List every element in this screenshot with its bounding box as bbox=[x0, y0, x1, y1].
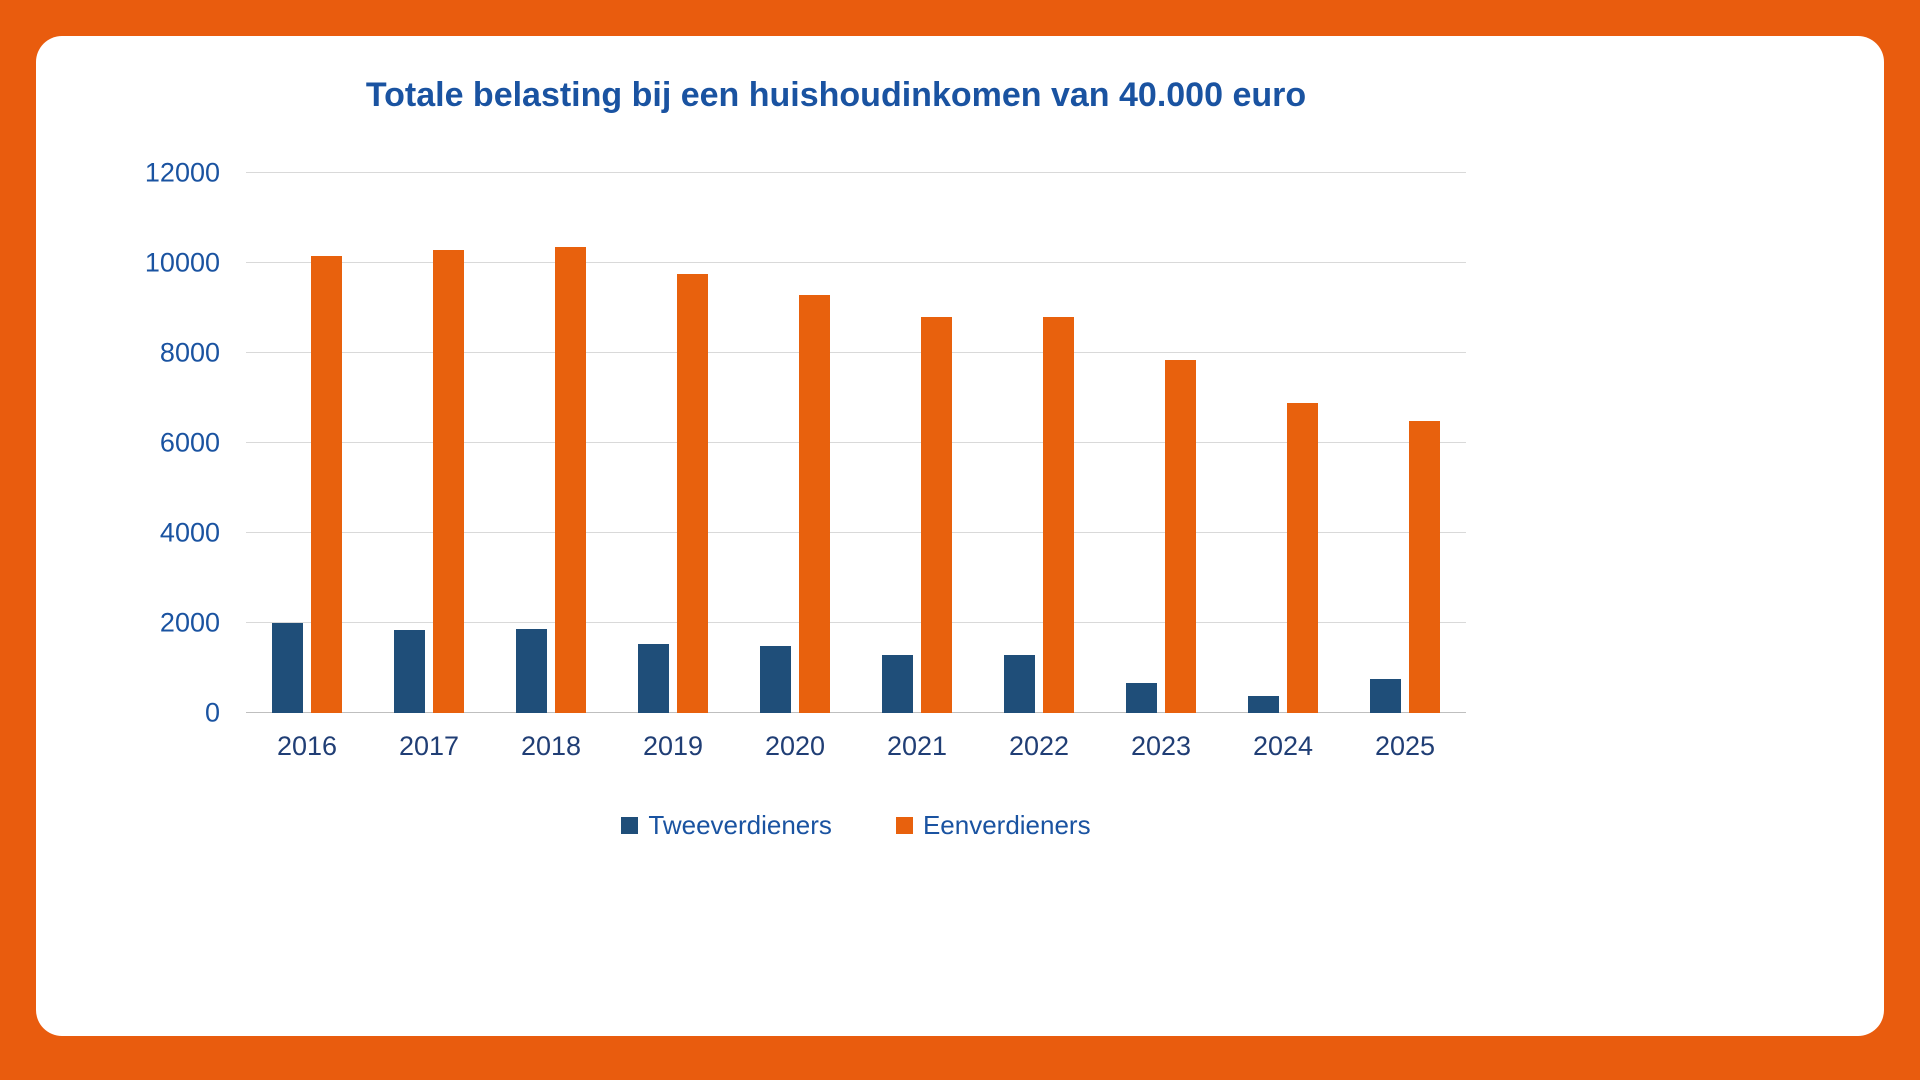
y-tick-label: 10000 bbox=[144, 247, 220, 278]
x-tick-label: 2016 bbox=[276, 731, 338, 761]
bar-tweeverdieners-2022 bbox=[1004, 654, 1035, 713]
legend-swatch bbox=[895, 817, 913, 834]
bar-eenverdieners-2017 bbox=[433, 249, 464, 713]
legend-item-tweeverdieners: Tweeverdieners bbox=[621, 810, 832, 841]
legend-label: Tweeverdieners bbox=[648, 810, 832, 840]
bar-tweeverdieners-2019 bbox=[638, 644, 669, 713]
gridline bbox=[246, 712, 1466, 713]
legend-label: Eenverdieners bbox=[922, 810, 1091, 840]
x-tick-label: 2021 bbox=[886, 731, 948, 761]
bar-eenverdieners-2018 bbox=[555, 247, 586, 713]
gridline bbox=[246, 352, 1466, 353]
y-tick-label: 12000 bbox=[144, 157, 220, 188]
bar-eenverdieners-2025 bbox=[1409, 420, 1440, 713]
gridline bbox=[246, 172, 1466, 173]
x-tick-label: 2022 bbox=[1008, 731, 1070, 761]
legend-item-eenverdieners: Eenverdieners bbox=[895, 810, 1091, 841]
chart-card: Totale belasting bij een huishoudinkomen… bbox=[36, 36, 1884, 1036]
bar-group-2020 bbox=[734, 173, 856, 713]
y-tick-label: 2000 bbox=[159, 607, 220, 638]
bars-layer bbox=[246, 173, 1466, 713]
x-tick-label: 2018 bbox=[520, 731, 582, 761]
bar-group-2024 bbox=[1222, 173, 1344, 713]
bar-eenverdieners-2020 bbox=[799, 294, 830, 713]
bar-group-2023 bbox=[1100, 173, 1222, 713]
bar-group-2025 bbox=[1344, 173, 1466, 713]
x-tick-label: 2023 bbox=[1130, 731, 1192, 761]
legend: Tweeverdieners Eenverdieners bbox=[246, 810, 1466, 841]
gridline bbox=[246, 532, 1466, 533]
x-axis: 2016 2017 2018 2019 2020 2021 2022 2023 2024 2025 bbox=[246, 731, 1466, 762]
chart-title: Totale belasting bij een huishoudinkomen… bbox=[365, 76, 1307, 114]
bar-group-2019 bbox=[612, 173, 734, 713]
bar-eenverdieners-2019 bbox=[677, 274, 708, 713]
bar-eenverdieners-2024 bbox=[1287, 402, 1318, 713]
gridline bbox=[246, 442, 1466, 443]
gridline bbox=[246, 622, 1466, 623]
plot-area: 0 2000 4000 6000 8000 10000 12000 bbox=[145, 158, 1466, 728]
bar-group-2022 bbox=[978, 173, 1100, 713]
bar-tweeverdieners-2017 bbox=[394, 629, 425, 713]
x-tick-label: 2019 bbox=[642, 731, 704, 761]
bar-tweeverdieners-2020 bbox=[760, 646, 791, 713]
x-tick-label: 2020 bbox=[764, 731, 826, 761]
bar-group-2016 bbox=[246, 173, 368, 713]
bar-tweeverdieners-2024 bbox=[1248, 695, 1279, 713]
y-tick-label: 0 bbox=[204, 697, 220, 728]
y-tick-label: 4000 bbox=[159, 517, 220, 548]
legend-swatch bbox=[621, 817, 639, 834]
y-tick-label: 6000 bbox=[159, 427, 220, 458]
bar-tweeverdieners-2016 bbox=[272, 623, 303, 713]
x-tick-label: 2025 bbox=[1374, 731, 1436, 761]
bar-group-2018 bbox=[490, 173, 612, 713]
bar-eenverdieners-2023 bbox=[1165, 359, 1196, 713]
bar-group-2021 bbox=[856, 173, 978, 713]
bar-eenverdieners-2016 bbox=[311, 256, 342, 713]
bar-eenverdieners-2021 bbox=[921, 317, 952, 713]
bar-tweeverdieners-2021 bbox=[882, 654, 913, 713]
x-tick-label: 2017 bbox=[398, 731, 460, 761]
y-tick-label: 8000 bbox=[159, 337, 220, 368]
bar-tweeverdieners-2018 bbox=[516, 628, 547, 713]
gridline bbox=[246, 262, 1466, 263]
bar-tweeverdieners-2025 bbox=[1370, 678, 1401, 713]
bar-tweeverdieners-2023 bbox=[1126, 683, 1157, 713]
bar-group-2017 bbox=[368, 173, 490, 713]
chart: Totale belasting bij een huishoudinkomen… bbox=[96, 76, 1516, 841]
bar-eenverdieners-2022 bbox=[1043, 317, 1074, 713]
x-tick-label: 2024 bbox=[1252, 731, 1314, 761]
